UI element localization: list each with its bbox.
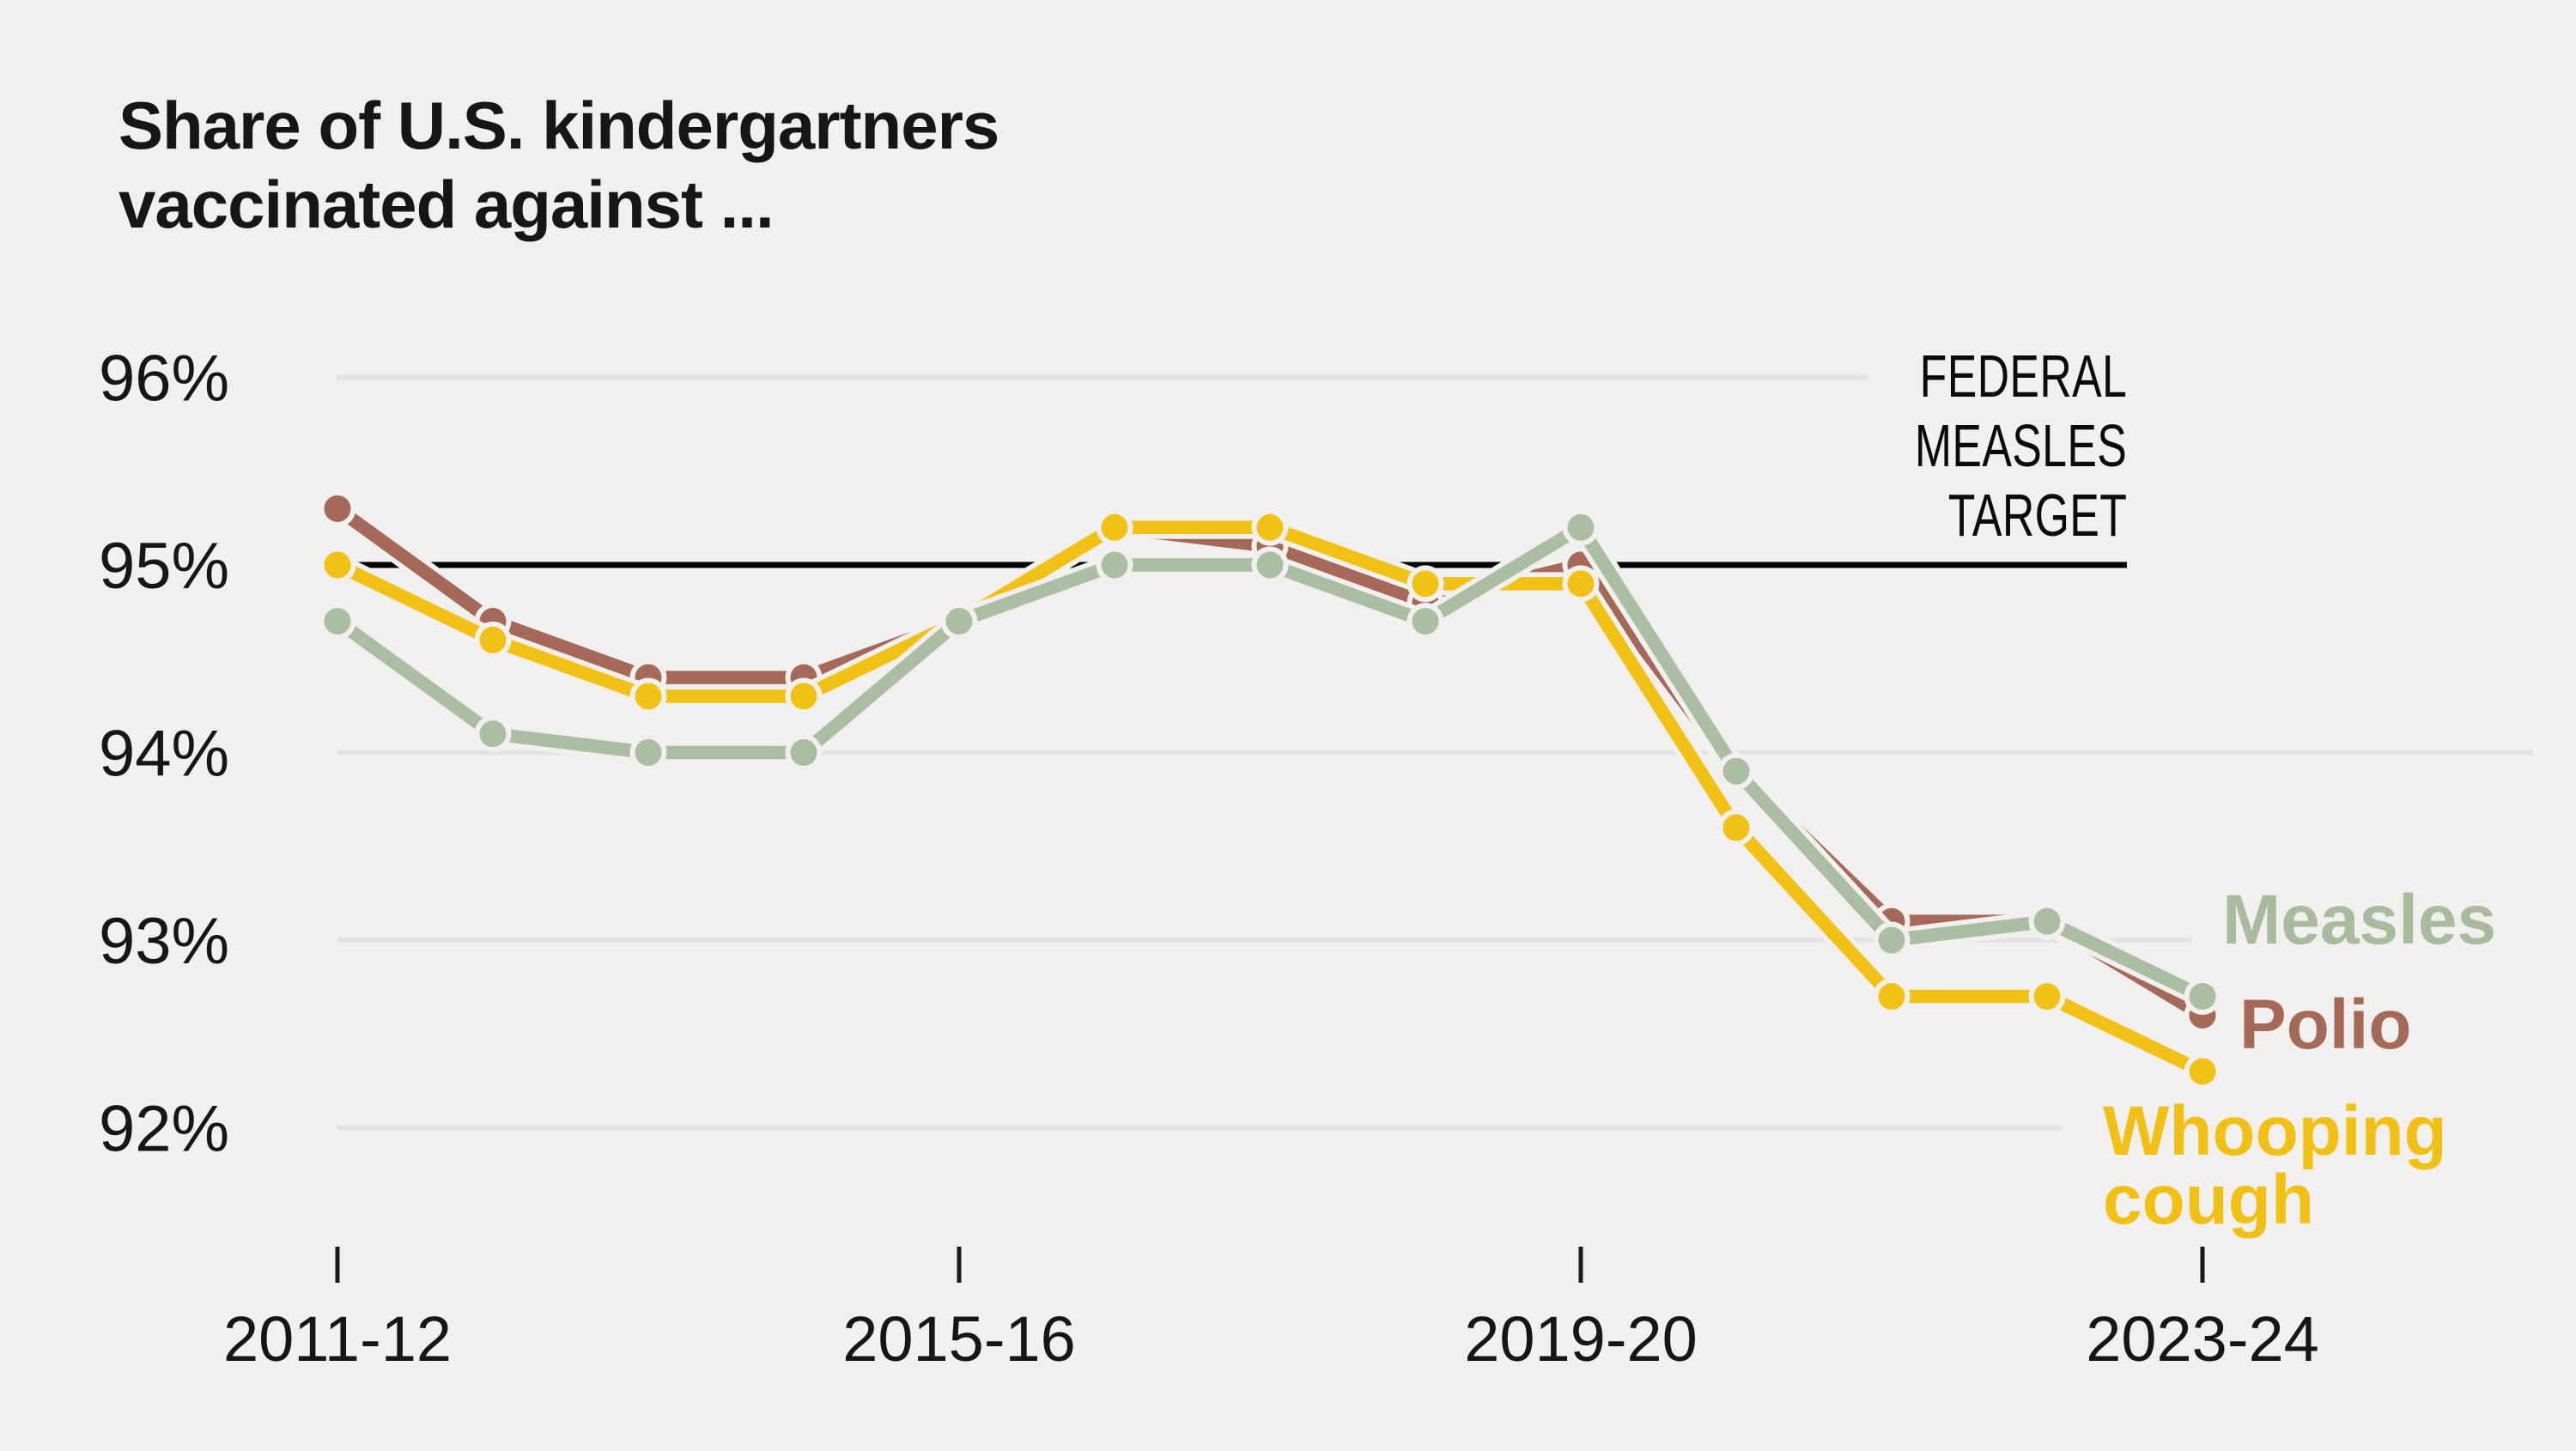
y-axis-label-93pct: 93%: [99, 905, 229, 978]
data-point-whooping-cough-2017-18: [1256, 513, 1284, 541]
x-axis-tick-2011-12: [335, 1247, 340, 1283]
y-axis-label-96pct: 96%: [99, 343, 229, 416]
chart-title: Share of U.S. kindergartners vaccinated …: [118, 86, 999, 244]
target-label-line-2: MEASLES: [1914, 412, 2127, 479]
data-point-measles-2014-15: [790, 739, 817, 766]
data-point-measles-2011-12: [324, 608, 351, 635]
data-point-whooping-cough-2018-19: [1412, 570, 1439, 598]
series-line-whooping-cough: [331, 520, 2209, 1078]
data-point-measles-2020-21: [1722, 757, 1750, 785]
y-axis-label-94pct: 94%: [99, 718, 229, 791]
data-point-measles-2015-16: [945, 608, 973, 635]
legend-whooping-line-2: cough: [2103, 1161, 2314, 1239]
data-point-whooping-cough-2013-14: [635, 683, 662, 710]
x-axis-label-2019-20: 2019-20: [1464, 1303, 1698, 1375]
x-axis-tick-2019-20: [1578, 1247, 1583, 1283]
data-point-measles-2013-14: [635, 739, 662, 766]
series-casing-measles: [325, 515, 2215, 1009]
data-point-measles-2018-19: [1412, 608, 1439, 635]
legend-label-measles: Measles: [2222, 881, 2497, 959]
target-label-line-3: TARGET: [1947, 482, 2127, 549]
data-point-whooping-cough-2021-22: [1878, 983, 1905, 1011]
y-axis-label-95pct: 95%: [99, 530, 229, 603]
x-axis-label-2023-24: 2023-24: [2086, 1303, 2319, 1375]
data-point-whooping-cough-2019-20: [1567, 570, 1595, 598]
chart-title-line-1: Share of U.S. kindergartners: [118, 88, 999, 163]
federal-measles-target-label: FEDERAL MEASLES TARGET: [1915, 342, 2127, 550]
data-point-measles-2021-22: [1878, 926, 1905, 954]
data-point-measles-2023-24: [2189, 983, 2216, 1011]
legend-whooping-line-1: Whooping: [2103, 1092, 2447, 1170]
x-axis-tick-2015-16: [957, 1247, 962, 1283]
data-point-whooping-cough-2022-23: [2033, 983, 2061, 1011]
data-point-measles-2022-23: [2033, 908, 2061, 935]
x-axis-label-2015-16: 2015-16: [842, 1303, 1076, 1375]
data-point-polio-2011-12: [324, 495, 351, 522]
data-point-whooping-cough-2016-17: [1101, 513, 1128, 541]
data-point-measles-2012-13: [479, 720, 507, 748]
data-point-whooping-cough-2023-24: [2189, 1058, 2216, 1085]
data-point-measles-2017-18: [1256, 551, 1284, 579]
data-point-whooping-cough-2012-13: [479, 626, 507, 653]
legend-label-whooping-cough: Whooping cough: [2103, 1092, 2447, 1239]
data-point-measles-2019-20: [1567, 513, 1595, 541]
x-axis-tick-2023-24: [2200, 1247, 2205, 1283]
target-label-line-1: FEDERAL: [1919, 343, 2127, 410]
data-point-whooping-cough-2014-15: [790, 683, 817, 710]
data-point-whooping-cough-2011-12: [324, 551, 351, 579]
x-axis-label-2011-12: 2011-12: [223, 1303, 452, 1375]
data-point-whooping-cough-2020-21: [1722, 814, 1750, 841]
chart-title-line-2: vaccinated against ...: [118, 167, 775, 242]
y-axis-label-92pct: 92%: [99, 1093, 229, 1166]
data-point-measles-2016-17: [1101, 551, 1128, 579]
legend-label-polio: Polio: [2239, 986, 2412, 1064]
